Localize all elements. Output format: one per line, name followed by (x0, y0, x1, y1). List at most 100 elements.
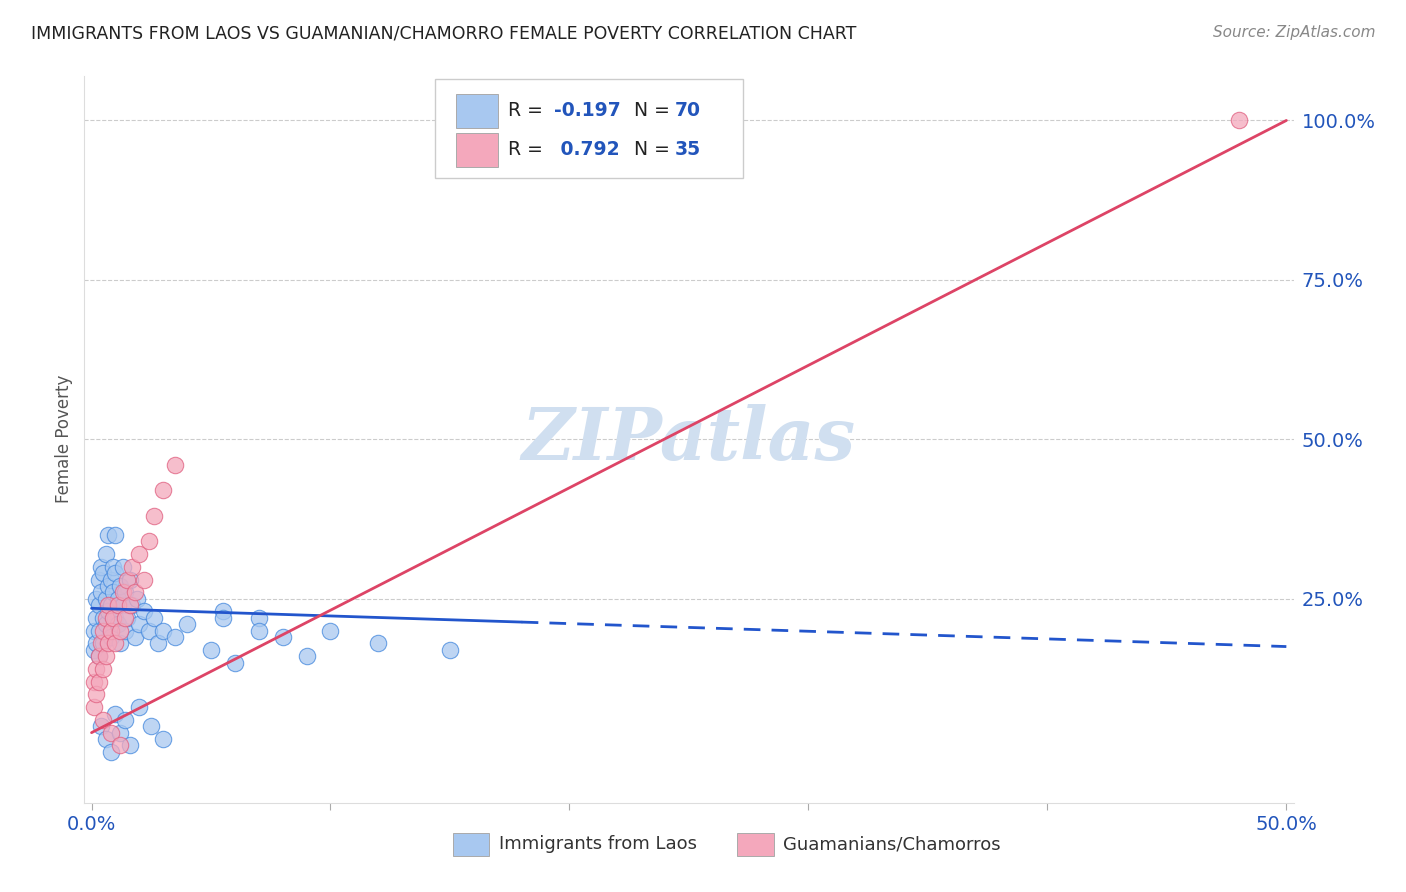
Point (101, 559, 124, 574)
Text: N =: N = (623, 140, 676, 159)
Point (90, 636, 112, 650)
Point (107, 598, 129, 612)
Point (114, 713, 136, 727)
Point (84, 611, 107, 625)
Point (94, 617, 117, 632)
Text: 0.792: 0.792 (554, 140, 619, 159)
Point (104, 636, 127, 650)
Point (212, 605, 235, 619)
Point (101, 585, 124, 599)
Point (212, 611, 235, 625)
Text: R =: R = (508, 140, 548, 159)
Point (100, 725, 122, 739)
Text: Immigrants from Laos: Immigrants from Laos (499, 835, 697, 854)
Point (84, 687, 107, 701)
Text: Guamanians/Chamorros: Guamanians/Chamorros (783, 835, 1001, 854)
Point (97, 528, 120, 542)
Text: Source: ZipAtlas.com: Source: ZipAtlas.com (1212, 25, 1375, 40)
Text: 70: 70 (675, 101, 700, 120)
Text: N =: N = (623, 101, 676, 120)
Point (111, 585, 134, 599)
Point (128, 617, 150, 632)
Point (111, 598, 134, 612)
Point (97, 579, 120, 593)
Point (93, 636, 115, 650)
Point (83, 674, 105, 689)
Text: ZIPatlas: ZIPatlas (522, 404, 856, 475)
Point (200, 642, 222, 657)
FancyBboxPatch shape (453, 832, 489, 855)
Point (104, 566, 127, 581)
Point (100, 573, 122, 587)
Point (141, 719, 163, 733)
Point (94, 649, 117, 664)
Point (138, 624, 160, 638)
Point (128, 547, 150, 561)
Point (97, 605, 120, 619)
Point (90, 585, 112, 599)
Point (100, 598, 122, 612)
Y-axis label: Female Poverty: Female Poverty (55, 376, 73, 503)
Point (108, 739, 131, 753)
Point (107, 591, 129, 606)
Point (125, 591, 148, 606)
Point (84, 591, 107, 606)
FancyBboxPatch shape (456, 133, 498, 167)
Point (132, 605, 155, 619)
Point (93, 566, 115, 581)
Point (100, 630, 122, 644)
Point (108, 636, 131, 650)
Point (148, 636, 170, 650)
Point (83, 624, 105, 638)
Point (107, 617, 129, 632)
Point (114, 585, 136, 599)
Point (97, 598, 120, 612)
Point (295, 649, 318, 664)
Point (94, 611, 117, 625)
Point (93, 713, 115, 727)
Point (101, 611, 124, 625)
Point (114, 624, 136, 638)
Point (176, 617, 198, 632)
Point (247, 624, 270, 638)
Point (121, 598, 143, 612)
Point (118, 573, 141, 587)
Point (121, 559, 143, 574)
Point (319, 624, 342, 638)
Point (93, 611, 115, 625)
Point (93, 624, 115, 638)
Point (439, 642, 461, 657)
Point (84, 636, 107, 650)
Point (93, 662, 115, 676)
Point (83, 642, 105, 657)
FancyBboxPatch shape (737, 832, 773, 855)
Point (104, 528, 127, 542)
Text: 35: 35 (675, 140, 700, 159)
Point (87, 649, 110, 664)
Point (367, 636, 389, 650)
Point (152, 732, 174, 747)
Text: IMMIGRANTS FROM LAOS VS GUAMANIAN/CHAMORRO FEMALE POVERTY CORRELATION CHART: IMMIGRANTS FROM LAOS VS GUAMANIAN/CHAMOR… (31, 25, 856, 43)
Point (100, 624, 122, 638)
Point (90, 559, 112, 574)
Point (108, 579, 131, 593)
Point (152, 483, 174, 498)
Point (111, 559, 134, 574)
FancyBboxPatch shape (456, 94, 498, 128)
Point (165, 458, 187, 472)
Point (108, 624, 131, 638)
Point (94, 732, 117, 747)
Text: R =: R = (508, 101, 548, 120)
Point (124, 630, 146, 644)
Point (87, 573, 110, 587)
Point (124, 585, 146, 599)
Point (94, 547, 117, 561)
Point (224, 656, 246, 670)
Point (87, 649, 110, 664)
Point (117, 611, 139, 625)
Point (83, 700, 105, 714)
Point (114, 611, 136, 625)
Point (132, 573, 155, 587)
Point (118, 739, 141, 753)
Point (87, 674, 110, 689)
